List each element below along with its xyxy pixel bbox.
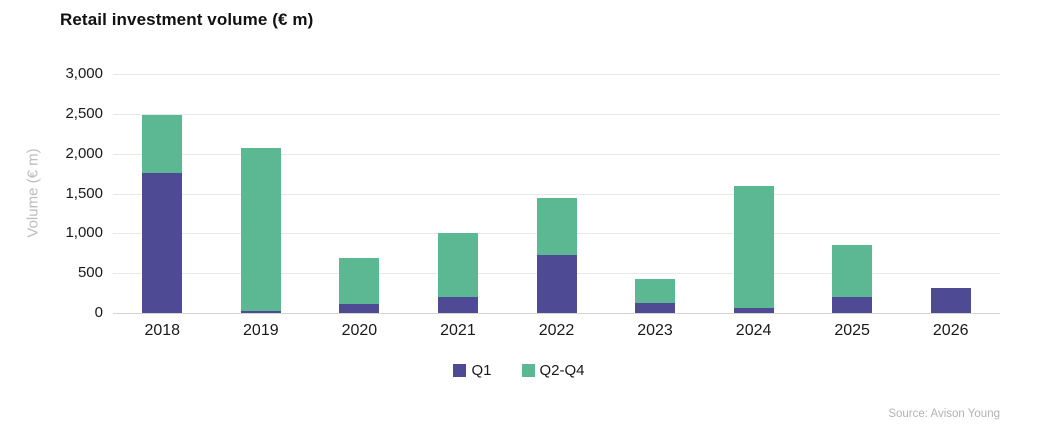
legend-swatch-icon — [453, 364, 467, 377]
legend-label: Q2-Q4 — [539, 362, 585, 379]
gridline — [113, 153, 1000, 155]
bar-segment-q1-2020 — [339, 304, 380, 313]
bar-segment-q2q4-2024 — [733, 185, 774, 309]
legend-item-q2q4: Q2-Q4 — [521, 362, 585, 379]
y-tick-label: 2,000 — [65, 144, 103, 162]
x-tick-label-2026: 2026 — [932, 322, 969, 339]
y-tick-label: 0 — [94, 304, 103, 321]
bar-segment-q2q4-2019 — [240, 148, 281, 311]
y-tick-label: 500 — [77, 264, 103, 282]
x-tick-label-2021: 2021 — [440, 322, 476, 339]
x-tick-label-2022: 2022 — [538, 322, 575, 339]
legend-item-q1: Q1 — [453, 362, 492, 379]
y-tick-label: 2,500 — [65, 104, 103, 122]
y-tick-label: 3,000 — [65, 65, 103, 82]
gridline — [113, 74, 1000, 75]
legend: Q1 Q2-Q4 — [0, 362, 1038, 379]
bar-segment-q2q4-2018 — [142, 115, 183, 173]
plot-area — [113, 74, 1000, 314]
gridline — [113, 193, 1000, 195]
y-tick-label: 1,500 — [65, 184, 103, 202]
x-axis-baseline — [113, 313, 1000, 314]
bar-segment-q1-2025 — [832, 297, 873, 313]
bar-segment-q2q4-2020 — [339, 258, 380, 305]
bar-segment-q1-2019 — [240, 310, 281, 313]
legend-label: Q1 — [471, 362, 492, 379]
x-tick-label-2025: 2025 — [834, 322, 870, 339]
y-axis-label: Volume (€ m) — [24, 148, 42, 238]
x-tick-label-2024: 2024 — [735, 322, 772, 339]
bar-segment-q1-2022 — [536, 255, 577, 313]
bar-segment-q2q4-2023 — [635, 278, 676, 303]
gridline — [113, 113, 1000, 115]
bar-segment-q1-2021 — [437, 297, 478, 313]
x-tick-label-2020: 2020 — [341, 322, 378, 339]
bar-segment-q1-2018 — [142, 172, 183, 313]
chart-title: Retail investment volume (€ m) — [60, 10, 314, 29]
bar-segment-q2q4-2025 — [832, 244, 873, 298]
x-tick-label-2019: 2019 — [243, 322, 279, 339]
bar-segment-q1-2026 — [930, 287, 971, 313]
bar-segment-q2q4-2022 — [536, 197, 577, 256]
bar-segment-q1-2024 — [733, 308, 774, 313]
bar-segment-q1-2023 — [635, 302, 676, 313]
x-tick-label-2023: 2023 — [637, 322, 673, 339]
y-tick-label: 1,000 — [65, 224, 103, 242]
source-attribution: Source: Avison Young — [888, 408, 1000, 420]
legend-swatch-icon — [521, 364, 535, 377]
bar-segment-q2q4-2021 — [437, 233, 478, 298]
x-tick-label-2018: 2018 — [144, 322, 181, 339]
